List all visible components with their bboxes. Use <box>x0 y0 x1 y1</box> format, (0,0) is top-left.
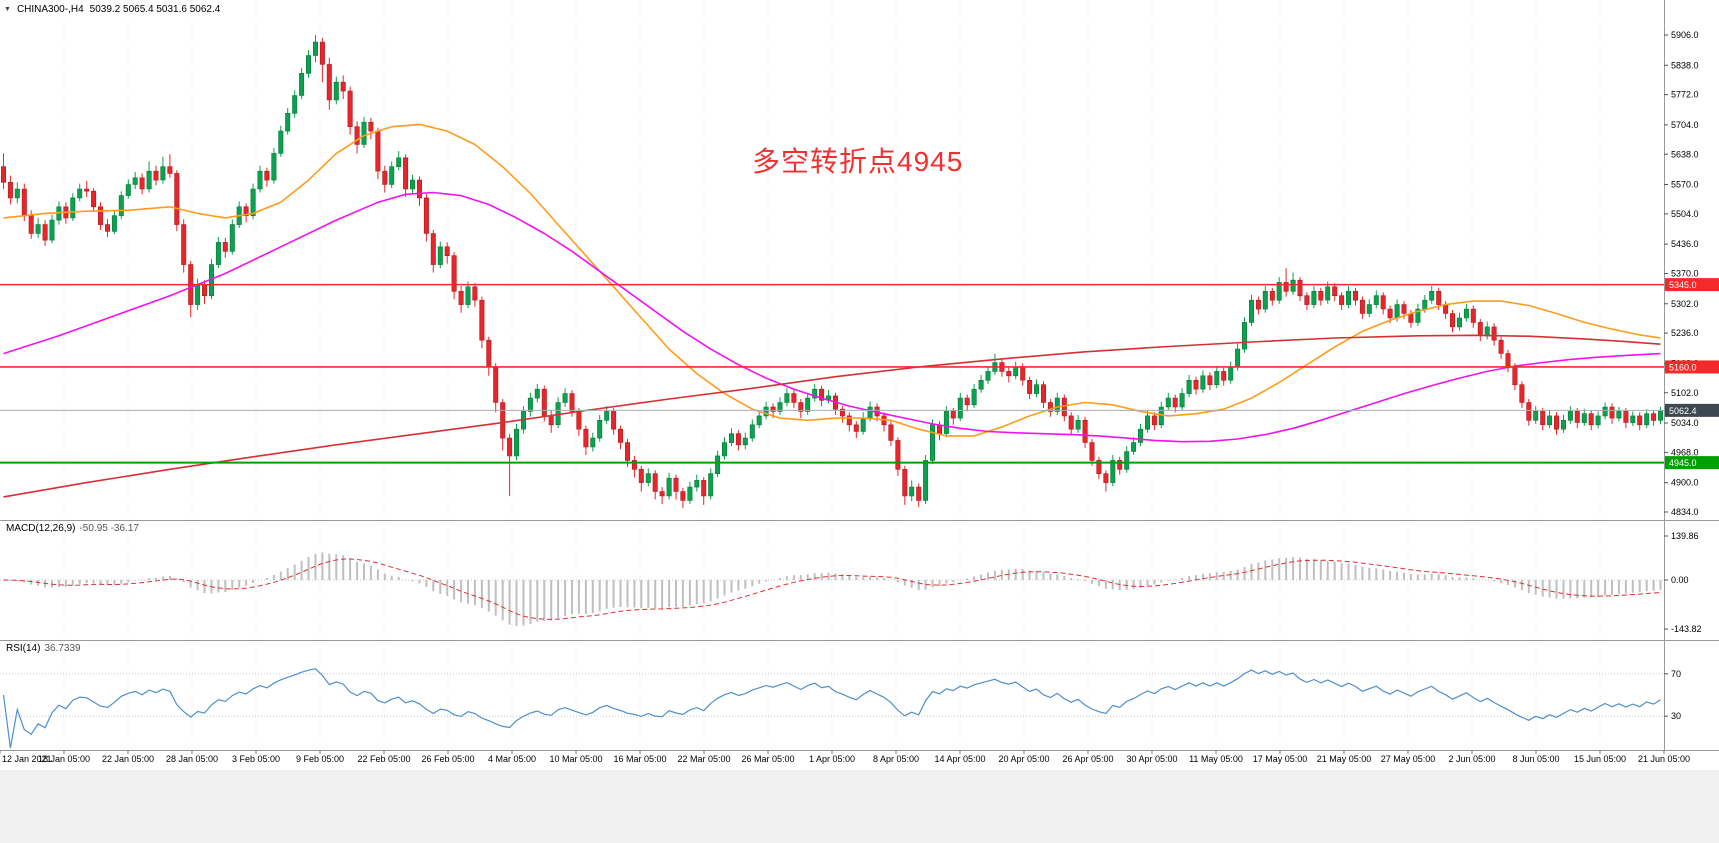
price-badge <box>1665 360 1719 374</box>
price-axis-label: 5570.0 <box>1671 180 1699 190</box>
time-axis-label: 8 Apr 05:00 <box>873 754 919 764</box>
time-axis-label: 17 May 05:00 <box>1253 754 1308 764</box>
price-axis-label: 5504.0 <box>1671 209 1699 219</box>
time-axis-label: 1 Apr 05:00 <box>809 754 855 764</box>
time-axis-label: 11 May 05:00 <box>1189 754 1243 764</box>
time-axis-label: 26 Apr 05:00 <box>1062 754 1113 764</box>
price-axis-label: 5906.0 <box>1671 30 1699 40</box>
time-axis-label: 2 Jun 05:00 <box>1448 754 1495 764</box>
symbol-info-bar: ▼ CHINA300-,H4 5039.2 5065.4 5031.6 5062… <box>4 4 220 15</box>
price-axis-label: 5236.0 <box>1671 328 1699 338</box>
price-axis-label: 5370.0 <box>1671 269 1699 279</box>
rsi-indicator-label: RSI(14) 36.7339 <box>6 643 81 654</box>
time-axis-label: 22 Feb 05:00 <box>357 754 410 764</box>
symbol-ohlc-values: 5039.2 5065.4 5031.6 5062.4 <box>89 4 221 15</box>
time-axis-label: 14 Apr 05:00 <box>934 754 985 764</box>
price-badge-label: 4945.0 <box>1669 458 1697 468</box>
price-axis-label: 4834.0 <box>1671 507 1699 517</box>
candle-bodies-up <box>14 41 1663 501</box>
ma-slow-red <box>3 334 1661 498</box>
time-axis-label: 15 Jun 05:00 <box>1574 754 1626 764</box>
macd-axis-label: 139.86 <box>1671 531 1699 541</box>
time-axis-label: 26 Feb 05:00 <box>421 754 474 764</box>
price-badge-label: 5160.0 <box>1669 362 1697 372</box>
macd-axis-label: 0.00 <box>1671 575 1689 585</box>
time-axis-label: 28 Jan 05:00 <box>166 754 218 764</box>
macd-signal-line <box>3 558 1661 620</box>
macd-indicator-label: MACD(12,26,9) -50.95 -36.17 <box>6 523 139 534</box>
time-axis-label: 18 Jan 05:00 <box>38 754 90 764</box>
rsi-line <box>2 668 1661 749</box>
time-axis-label: 22 Mar 05:00 <box>677 754 730 764</box>
ma-fast-orange <box>3 123 1661 437</box>
rsi-level-label: 70 <box>1671 669 1681 679</box>
time-axis-label: 3 Feb 05:00 <box>232 754 280 764</box>
price-badge <box>1665 403 1719 417</box>
price-badge-label: 5062.4 <box>1669 406 1697 416</box>
symbol-title: CHINA300-,H4 <box>16 4 84 15</box>
time-axis-label: 20 Apr 05:00 <box>998 754 1049 764</box>
time-axis-label: 16 Mar 05:00 <box>613 754 666 764</box>
price-badge <box>1665 456 1719 470</box>
chart-annotation-text: 多空转折点4945 <box>752 146 964 177</box>
time-axis-label: 10 Mar 05:00 <box>549 754 602 764</box>
time-axis-label: 8 Jun 05:00 <box>1512 754 1559 764</box>
price-axis-label: 5638.0 <box>1671 149 1699 159</box>
time-axis-label: 21 Jun 05:00 <box>1638 754 1690 764</box>
time-axis-label: 4 Mar 05:00 <box>488 754 536 764</box>
candle-bodies-down <box>1 41 1657 501</box>
price-badge <box>1665 278 1719 292</box>
time-axis-label: 26 Mar 05:00 <box>741 754 794 764</box>
price-axis-label: 5302.0 <box>1671 299 1699 309</box>
time-axis-label: 30 Apr 05:00 <box>1126 754 1177 764</box>
price-axis-label: 5034.0 <box>1671 418 1699 428</box>
macd-axis-label: -143.82 <box>1671 624 1702 634</box>
price-axis-label: 5436.0 <box>1671 239 1699 249</box>
price-axis-label: 5772.0 <box>1671 90 1699 100</box>
time-axis-label: 27 May 05:00 <box>1381 754 1436 764</box>
price-axis-label: 5704.0 <box>1671 120 1699 130</box>
macd-name: MACD(12,26,9) <box>6 523 76 534</box>
time-axis-label: 22 Jan 05:00 <box>102 754 154 764</box>
candle-wicks-up <box>16 35 1661 504</box>
time-axis-label: 12 Jan 2021 <box>2 754 52 764</box>
rsi-level-label: 30 <box>1671 711 1681 721</box>
price-axis-label: 5838.0 <box>1671 60 1699 70</box>
rsi-name: RSI(14) <box>6 643 41 654</box>
price-axis-label: 4968.0 <box>1671 447 1699 457</box>
time-axis-label: 21 May 05:00 <box>1317 754 1372 764</box>
price-axis-label: 4900.0 <box>1671 478 1699 488</box>
price-badge-label: 5345.0 <box>1669 280 1697 290</box>
macd-histogram <box>9 552 1662 626</box>
chart-canvas[interactable]: 5906.0 5838.0 5772.0 5704.0 5638.0 5570.0 5504… <box>0 0 1719 770</box>
price-axis-label: 5102.0 <box>1671 388 1699 398</box>
rsi-value: 36.7339 <box>44 643 81 654</box>
candle-wicks-down <box>3 37 1655 508</box>
bottom-empty-area <box>0 770 1719 843</box>
ma-mid-magenta <box>3 191 1661 443</box>
time-axis-label: 9 Feb 05:00 <box>296 754 344 764</box>
symbol-dropdown-icon[interactable]: ▼ <box>4 5 11 13</box>
macd-values: -50.95 -36.17 <box>79 523 139 534</box>
